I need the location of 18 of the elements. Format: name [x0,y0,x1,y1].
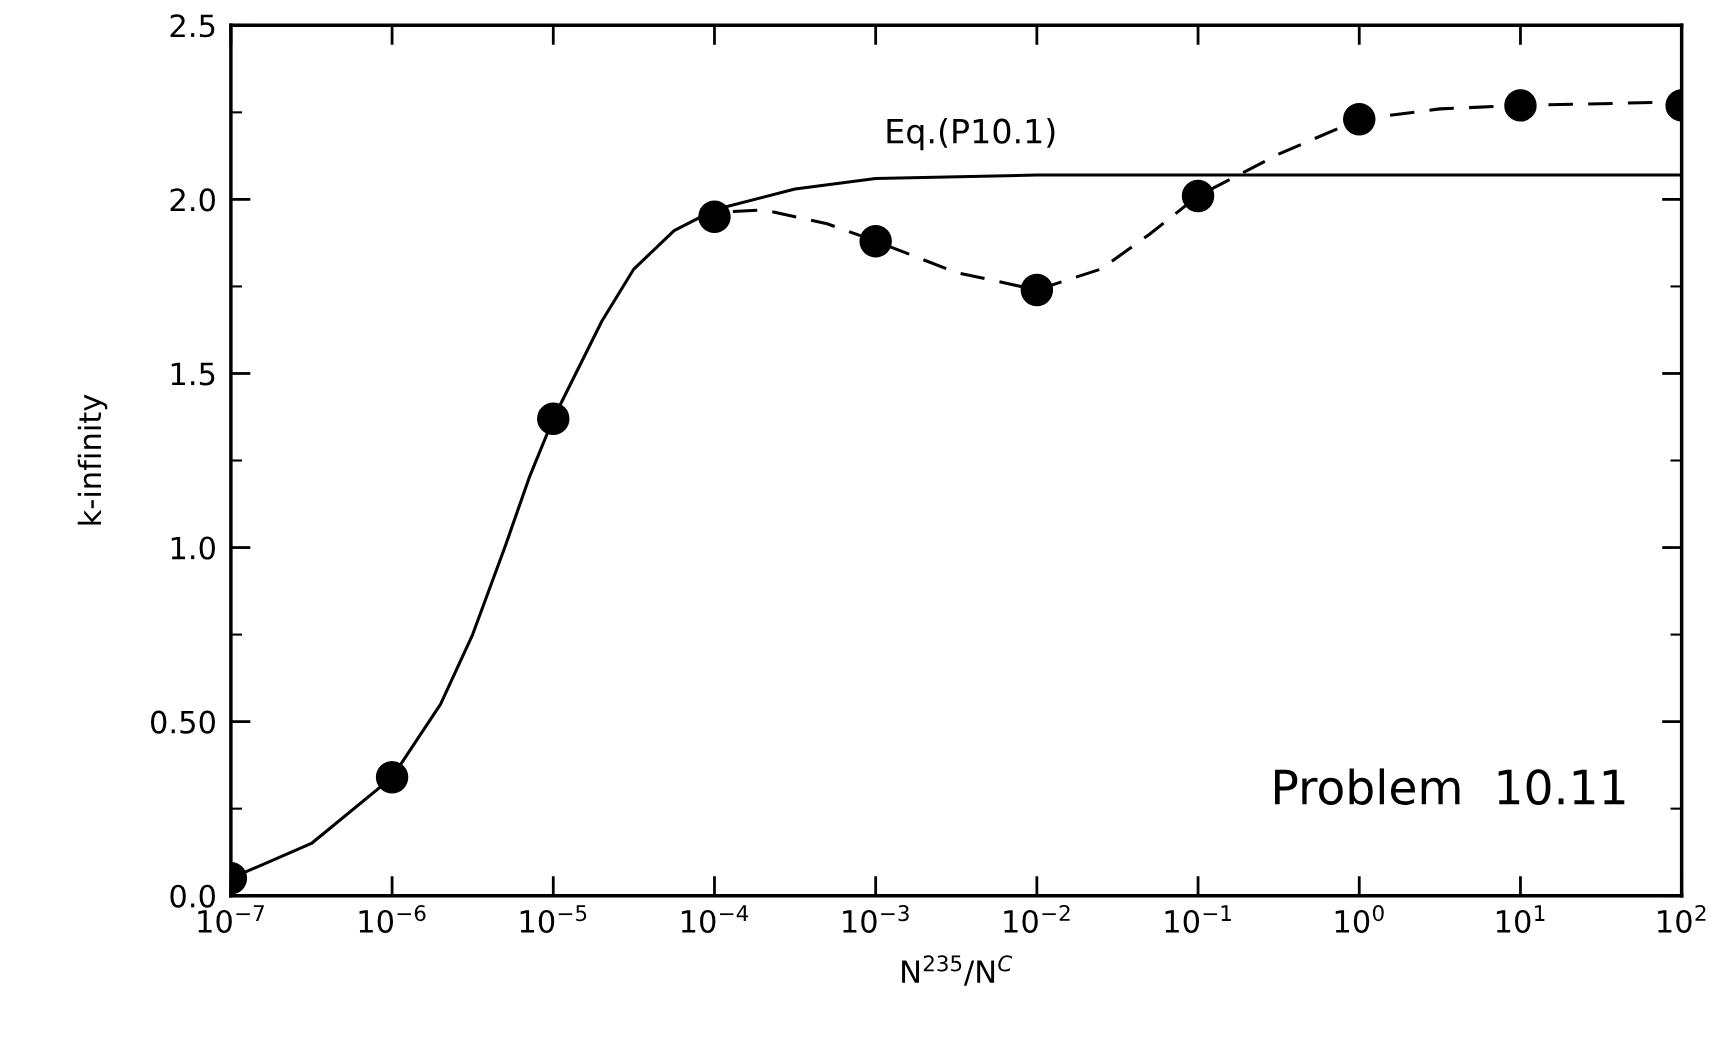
y-tick-label: 2.5 [170,14,215,38]
annotation: Problem 10.11 [1275,768,1625,805]
x-tick-label: 10$^{−2}$ [1004,905,1070,933]
x-tick-label: 10$^{2}$ [1658,905,1706,933]
x-tick-label: 10$^{1}$ [1496,905,1545,934]
x-tick-label: 10$^{0}$ [1335,905,1384,933]
x-axis-title: N$^{235}$/N$^{C}$ [902,955,1013,986]
x-tick-label: 10$^{−4}$ [681,905,749,934]
annotation: Eq.(P10.1) [887,118,1055,151]
x-tick-label: 10$^{−5}$ [520,905,587,934]
x-tick-label: 10$^{−1}$ [1165,905,1231,934]
x-tick-label: 10$^{−3}$ [843,905,909,933]
x-tick-label: 10$^{−6}$ [359,905,426,933]
y-tick-label: 1.5 [171,362,215,386]
y-tick-label: 1.0 [171,536,215,560]
y-tick-label: 0.50 [150,710,215,734]
y-tick-label: 2.0 [170,188,215,212]
y-axis-title: k-infinity [77,394,108,525]
